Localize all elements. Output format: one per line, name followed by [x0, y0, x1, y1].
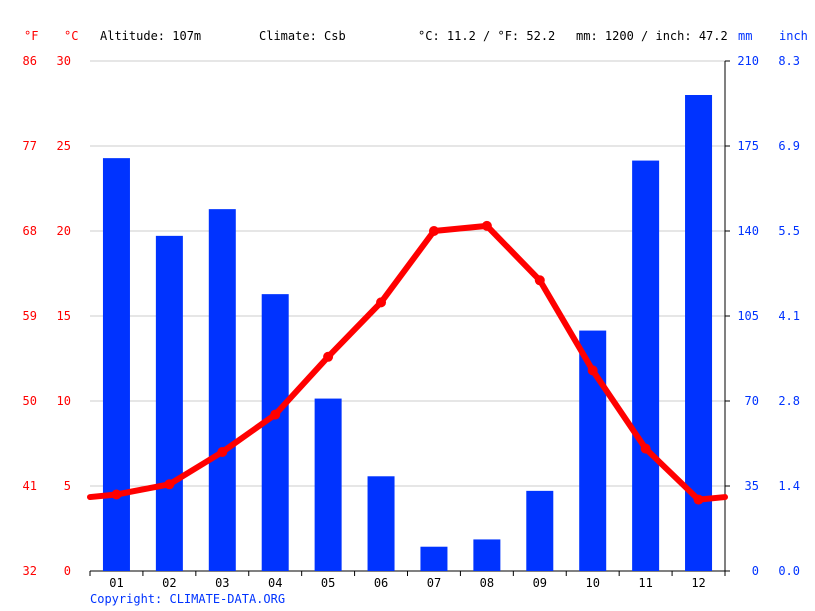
- inch-tick-label: 5.5: [778, 224, 800, 238]
- fahrenheit-tick-label: 86: [23, 54, 37, 68]
- mm-tick-label: 210: [737, 54, 759, 68]
- temperature-point: [323, 351, 334, 362]
- inch-tick-label: 1.4: [778, 479, 800, 493]
- inch-unit-label: inch: [779, 29, 808, 43]
- celsius-tick-label: 30: [57, 54, 71, 68]
- precipitation-bar: [208, 209, 236, 571]
- fahrenheit-tick-label: 32: [23, 564, 37, 578]
- inch-tick-label: 8.3: [778, 54, 800, 68]
- temperature-point: [270, 409, 281, 420]
- month-label: 08: [480, 576, 494, 590]
- copyright-link[interactable]: Copyright: CLIMATE-DATA.ORG: [90, 592, 286, 606]
- celsius-unit-label: °C: [64, 29, 78, 43]
- temperature-series-line: [87, 222, 728, 503]
- mm-tick-label: 175: [737, 139, 759, 153]
- precipitation-bars: [102, 95, 713, 572]
- month-label: 02: [162, 576, 176, 590]
- fahrenheit-unit-label: °F: [24, 29, 38, 43]
- mm-tick-label: 0: [752, 564, 759, 578]
- fahrenheit-tick-label: 68: [23, 224, 37, 238]
- precipitation-bar: [632, 160, 660, 572]
- month-label: 06: [374, 576, 388, 590]
- temperature-point: [376, 297, 387, 308]
- fahrenheit-tick-label: 41: [23, 479, 37, 493]
- celsius-tick-label: 0: [64, 564, 71, 578]
- celsius-tick-label: 5: [64, 479, 71, 493]
- mm-axis: 0 35 70 105 140 175 210: [737, 54, 759, 578]
- month-label: 01: [109, 576, 123, 590]
- temperature-point: [587, 365, 598, 376]
- average-temperature-label: °C: 11.2 / °F: 52.2: [418, 29, 555, 43]
- month-axis: 01 02 03 04 05 06 07 08 09 10 11 12: [89, 571, 726, 590]
- precipitation-bar: [314, 398, 342, 571]
- precipitation-bar: [261, 294, 289, 571]
- inch-axis: 0.0 1.4 2.8 4.1 5.5 6.9 8.3: [778, 54, 800, 578]
- precipitation-bar: [526, 490, 554, 571]
- inch-tick-label: 4.1: [778, 309, 800, 323]
- climate-label: Climate: Csb: [259, 29, 346, 43]
- altitude-label: Altitude: 107m: [100, 29, 201, 43]
- temperature-point: [693, 494, 704, 505]
- total-precipitation-label: mm: 1200 / inch: 47.2: [576, 29, 728, 43]
- month-label: 04: [268, 576, 282, 590]
- month-label: 09: [533, 576, 547, 590]
- mm-tick-label: 105: [737, 309, 759, 323]
- month-label: 03: [215, 576, 229, 590]
- fahrenheit-axis: 32 41 50 59 68 77 86: [23, 54, 37, 578]
- month-label: 05: [321, 576, 335, 590]
- inch-tick-label: 0.0: [778, 564, 800, 578]
- month-label: 07: [427, 576, 441, 590]
- temperature-point: [164, 479, 175, 490]
- celsius-tick-label: 10: [57, 394, 71, 408]
- temperature-point: [111, 489, 122, 500]
- mm-tick-label: 35: [745, 479, 759, 493]
- celsius-tick-label: 20: [57, 224, 71, 238]
- precipitation-bar: [473, 539, 501, 571]
- celsius-axis: 0 5 10 15 20 25 30: [57, 54, 71, 578]
- temperature-point: [640, 443, 651, 454]
- celsius-tick-label: 15: [57, 309, 71, 323]
- celsius-tick-label: 25: [57, 139, 71, 153]
- month-label: 10: [585, 576, 599, 590]
- temperature-point: [428, 226, 439, 236]
- precipitation-bar: [155, 235, 183, 571]
- inch-tick-label: 2.8: [778, 394, 800, 408]
- mm-tick-label: 140: [737, 224, 759, 238]
- fahrenheit-tick-label: 50: [23, 394, 37, 408]
- temperature-point: [217, 447, 228, 457]
- mm-unit-label: mm: [738, 29, 752, 43]
- temperature-point: [534, 275, 545, 286]
- inch-tick-label: 6.9: [778, 139, 800, 153]
- month-label: 11: [638, 576, 652, 590]
- temperature-point: [481, 220, 492, 231]
- fahrenheit-tick-label: 59: [23, 309, 37, 323]
- precipitation-bar: [367, 476, 395, 571]
- precipitation-bar: [420, 546, 448, 571]
- precipitation-bar: [102, 158, 130, 571]
- month-label: 12: [691, 576, 705, 590]
- fahrenheit-tick-label: 77: [23, 139, 37, 153]
- temperature-line: [87, 220, 728, 505]
- mm-tick-label: 70: [745, 394, 759, 408]
